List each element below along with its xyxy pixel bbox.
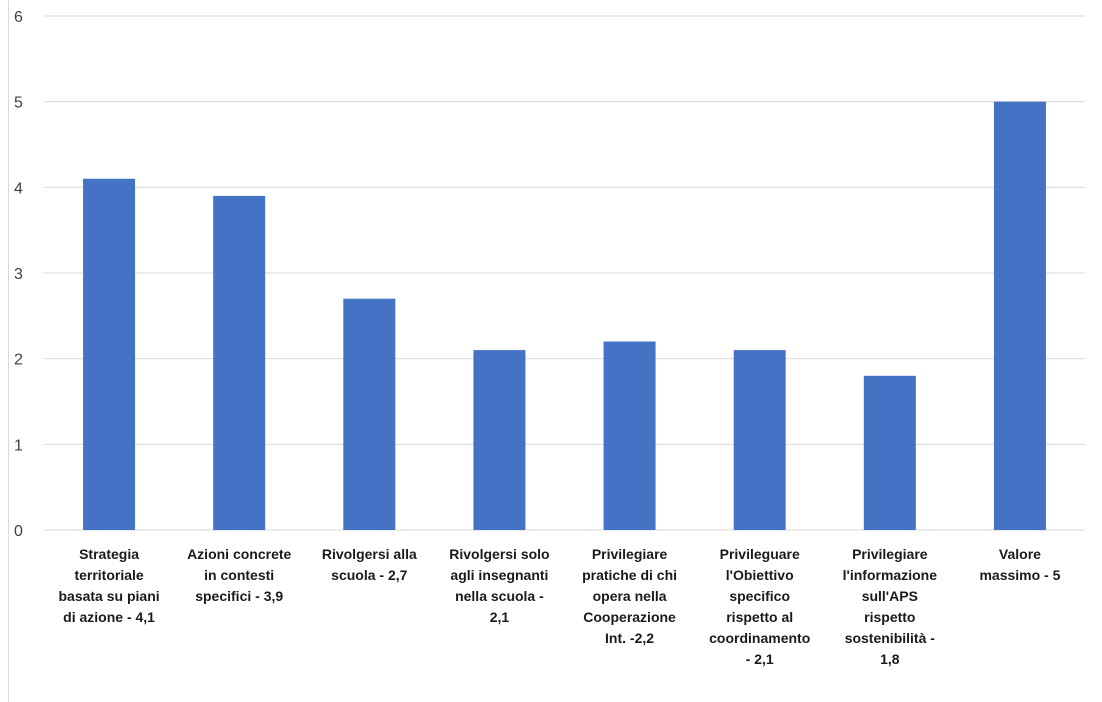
y-tick-label: 6 [14,9,23,26]
category-label-line: 2,1 [490,609,510,625]
category-label: Azioni concrete in contesti specifici - 3,… [187,546,291,604]
category-label-line: massimo - 5 [979,567,1060,583]
y-tick-label: 5 [14,95,23,112]
category-label-line: Privilegiare [852,546,928,562]
category-label: Rivolgersi alla scuola - 2,7 [322,546,417,583]
category-label-line: Privileguare [720,546,800,562]
y-tick-label: 2 [14,352,23,369]
category-label-line: Valore [999,546,1041,562]
bar-1 [83,178,136,530]
category-label-line: territoriale [74,567,143,583]
bar-4 [473,350,526,530]
bar-2 [213,195,266,530]
category-label-line: rispetto [864,609,915,625]
category-label-line: Cooperazione [583,609,676,625]
category-label-line: l'Obiettivo [726,567,794,583]
category-label-line: pratiche di chi [582,567,677,583]
category-label-line: rispetto al [726,609,793,625]
category-label: Privilegiare pratiche di chi opera nella Co… [582,546,677,646]
category-label-line: Int. -2,2 [605,630,654,646]
category-label-line: nella scuola - [455,588,544,604]
category-label-line: Rivolgersi alla [322,546,417,562]
category-label: Rivolgersi solo agli insegnanti nella scuo… [449,546,549,625]
category-label-line: sostenibilità - [845,630,936,646]
y-tick-label: 3 [14,266,23,283]
y-tick-label: 4 [14,180,23,197]
category-label-line: di azione - 4,1 [63,609,155,625]
category-label: Privileguare l'Obiettivo specifico rispetto… [709,546,810,667]
frame-edge [8,0,9,702]
category-label-line: 1,8 [880,651,900,667]
category-label-line: in contesti [204,567,274,583]
category-label-line: - 2,1 [746,651,774,667]
bar-5 [603,341,656,530]
y-tick-label: 0 [14,523,23,540]
bar-3 [343,298,396,530]
y-tick-label: 1 [14,437,23,454]
category-label-line: scuola - 2,7 [331,567,407,583]
category-label-line: Privilegiare [592,546,668,562]
category-label-line: opera nella [593,588,667,604]
category-label-line: specifico [729,588,790,604]
category-label-line: Azioni concrete [187,546,291,562]
category-label-line: specifici - 3,9 [195,588,283,604]
category-label-line: basata su piani [58,588,159,604]
bar-8 [993,101,1046,531]
category-label: Privilegiare l'informazione sull'APS rispet… [843,546,938,667]
category-label-line: coordinamento [709,630,810,646]
category-label-line: agli insegnanti [450,567,548,583]
bar-7 [863,375,916,530]
category-label-line: sull'APS [862,588,918,604]
category-label: Strategia territoriale basata su piani di a… [58,546,159,625]
category-label-line: Strategia [79,546,139,562]
category-label-line: l'informazione [843,567,938,583]
category-label-line: Rivolgersi solo [449,546,549,562]
bar-6 [733,350,786,530]
category-label: Valore massimo - 5 [979,546,1060,583]
